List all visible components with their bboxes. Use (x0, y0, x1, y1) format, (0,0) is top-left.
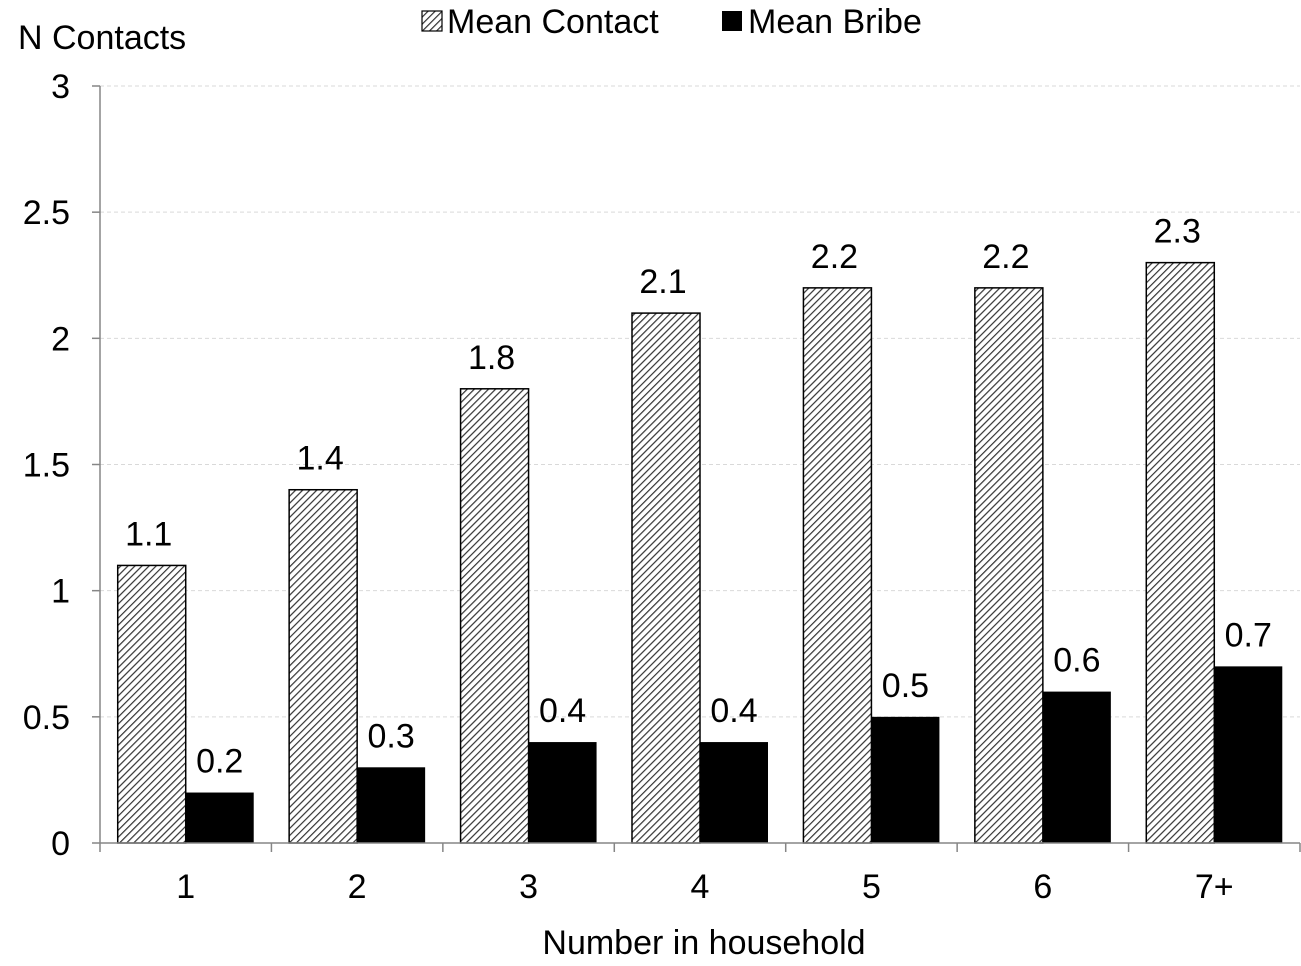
y-tick-label: 0.5 (23, 699, 70, 737)
y-tick-label: 3 (51, 68, 70, 106)
axis-ticks: 0 0.5 1 1.5 2 2.5 3 1 2 3 4 5 6 7+ (23, 68, 1301, 906)
bar-mean-bribe-5 (1042, 691, 1111, 843)
data-label-mean-contact: 1.1 (125, 515, 172, 553)
bar-mean-contact-0 (116, 564, 187, 844)
data-label-mean-bribe: 0.7 (1225, 616, 1272, 654)
y-tick-label: 1 (51, 573, 70, 611)
bar-mean-contact-3 (631, 312, 701, 844)
legend-swatch-mean-contact (421, 10, 443, 32)
data-label-mean-contact: 2.2 (982, 238, 1029, 276)
bar-mean-contact-2 (459, 388, 530, 844)
bar-mean-bribe-0 (185, 792, 254, 843)
data-label-mean-bribe: 0.2 (196, 743, 243, 781)
y-tick-label: 1.5 (23, 447, 70, 485)
data-label-mean-bribe: 0.4 (710, 692, 757, 730)
x-tick-label: 3 (519, 868, 538, 906)
data-label-mean-bribe: 0.5 (882, 667, 929, 705)
x-tick-label: 7+ (1195, 868, 1234, 906)
bar-mean-contact-6 (1145, 261, 1216, 844)
y-tick-label: 2 (51, 320, 70, 358)
x-axis-title: Number in household (542, 924, 865, 961)
legend-label-mean-bribe: Mean Bribe (748, 3, 922, 41)
data-label-mean-bribe: 0.6 (1053, 642, 1100, 680)
bar-mean-bribe-6 (1214, 666, 1283, 843)
data-label-mean-bribe: 0.4 (539, 692, 586, 730)
bar-mean-bribe-1 (357, 767, 426, 843)
data-label-mean-contact: 1.8 (468, 339, 515, 377)
data-label-mean-contact: 2.3 (1154, 213, 1201, 251)
legend: Mean Contact Mean Bribe (421, 3, 922, 41)
x-tick-label: 2 (348, 868, 367, 906)
y-tick-label: 2.5 (23, 194, 70, 232)
data-label-mean-contact: 1.4 (297, 440, 344, 478)
x-tick-label: 4 (691, 868, 710, 906)
data-labels: 1.1 0.2 1.4 0.3 1.8 0.4 2.1 0.4 2.2 0.5 2.2 0.6 2.3 0… (125, 213, 1272, 781)
x-tick-label: 1 (176, 868, 195, 906)
bar-mean-contact-4 (802, 287, 873, 844)
legend-label-mean-contact: Mean Contact (447, 3, 659, 41)
x-tick-label: 5 (862, 868, 881, 906)
bar-mean-contact-1 (288, 488, 358, 844)
bars (116, 261, 1283, 844)
bar-mean-bribe-2 (528, 742, 597, 843)
data-label-mean-contact: 2.1 (639, 263, 686, 301)
y-tick-label: 0 (51, 825, 70, 863)
x-tick-label: 6 (1033, 868, 1052, 906)
legend-swatch-mean-bribe (722, 11, 742, 31)
bar-mean-contact-5 (974, 287, 1044, 844)
bar-mean-bribe-3 (700, 742, 768, 843)
y-axis-title: N Contacts (18, 19, 186, 57)
data-label-mean-bribe: 0.3 (368, 717, 415, 755)
bar-mean-bribe-4 (871, 716, 940, 843)
data-label-mean-contact: 2.2 (811, 238, 858, 276)
